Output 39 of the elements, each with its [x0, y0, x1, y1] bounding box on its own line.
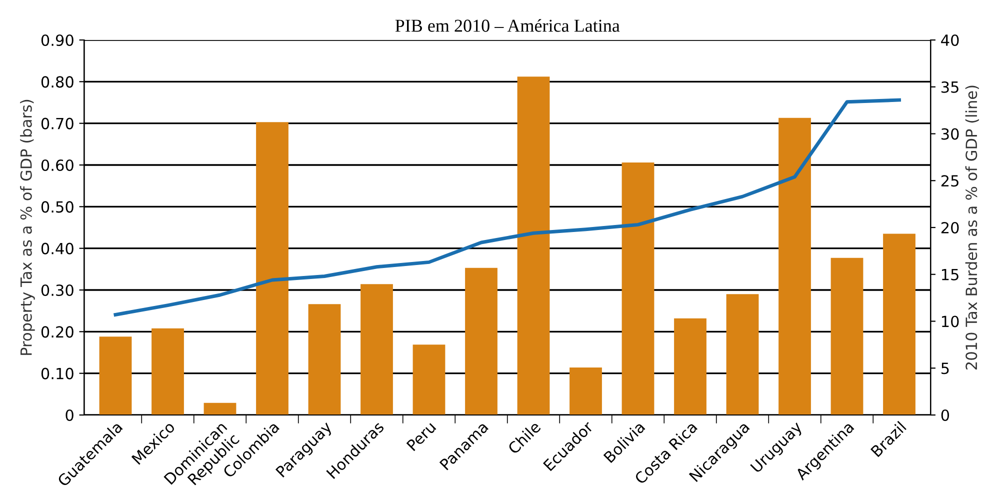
y2-tick-label: 35	[941, 81, 958, 93]
bar	[830, 258, 864, 415]
bar	[412, 344, 446, 415]
bar	[204, 402, 236, 415]
y-tick-label: 0.50	[41, 201, 74, 213]
bar	[778, 118, 811, 415]
bar	[256, 122, 288, 415]
y-tick-label: 0.90	[41, 34, 74, 46]
y2-tick-label: 30	[941, 128, 959, 140]
y2-tick-label: 20	[941, 222, 959, 234]
bar	[99, 336, 132, 415]
y2-axis-title: 2010 Tax Burden as a % of GDP (line)	[965, 86, 979, 370]
bar	[570, 368, 602, 415]
y-tick-label: 0.40	[41, 242, 74, 254]
y2-tick-label: 15	[942, 269, 958, 280]
y2-tick-label: 10	[942, 316, 959, 328]
y-tick-label: 0.10	[41, 368, 74, 380]
bar	[883, 234, 916, 415]
y-tick-label: 0.60	[41, 159, 74, 172]
bar	[517, 76, 550, 415]
y2-tick-label: 0	[941, 409, 950, 422]
y-tick-label: 0.80	[41, 76, 74, 88]
bar	[360, 284, 393, 415]
y2-tick-label: 40	[941, 34, 959, 46]
bar	[465, 268, 498, 415]
y-tick-label: 0.30	[41, 284, 74, 296]
bar	[308, 304, 341, 415]
bar	[152, 328, 184, 415]
y-tick-label: 0	[66, 409, 74, 422]
y2-tick-label: 5	[942, 362, 949, 374]
bar	[674, 318, 706, 415]
line-series	[114, 98, 901, 316]
bar	[726, 294, 759, 415]
y-tick-label: 0.20	[41, 326, 74, 338]
chart-title: PIB em 2010 – América Latina	[395, 19, 620, 32]
y2-tick-label: 25	[941, 175, 958, 187]
bar	[622, 162, 654, 415]
y-axis-title: Property Tax as a % of GDP (bars)	[20, 100, 35, 355]
y-tick-label: 0.70	[41, 118, 74, 130]
